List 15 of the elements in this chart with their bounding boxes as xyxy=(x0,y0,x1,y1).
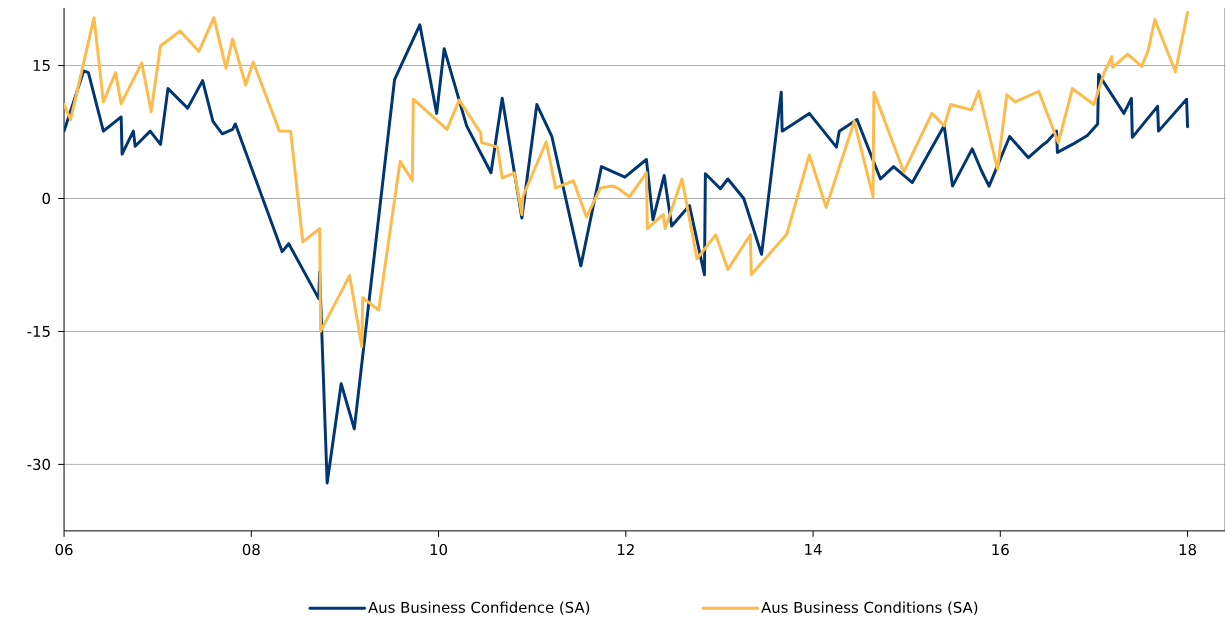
x-tick-label: 06 xyxy=(55,543,73,556)
x-tick-label: 12 xyxy=(617,543,634,555)
x-tick-label: 18 xyxy=(1179,543,1196,556)
legend-label: Aus Business Confidence (SA) xyxy=(368,601,590,615)
x-tick-label: 16 xyxy=(992,543,1009,556)
x-tick-label: 08 xyxy=(242,543,260,556)
line-series xyxy=(64,10,1190,348)
legend-label: Aus Business Conditions (SA) xyxy=(761,601,978,615)
line-series xyxy=(64,23,1190,485)
y-tick-label: 0 xyxy=(42,192,50,205)
y-tick-label: 15 xyxy=(33,59,50,72)
y-tick-label: -15 xyxy=(27,325,50,337)
x-tick-label: 10 xyxy=(430,543,448,556)
x-tick-label: 14 xyxy=(805,543,822,555)
y-tick-label: -30 xyxy=(27,458,50,470)
